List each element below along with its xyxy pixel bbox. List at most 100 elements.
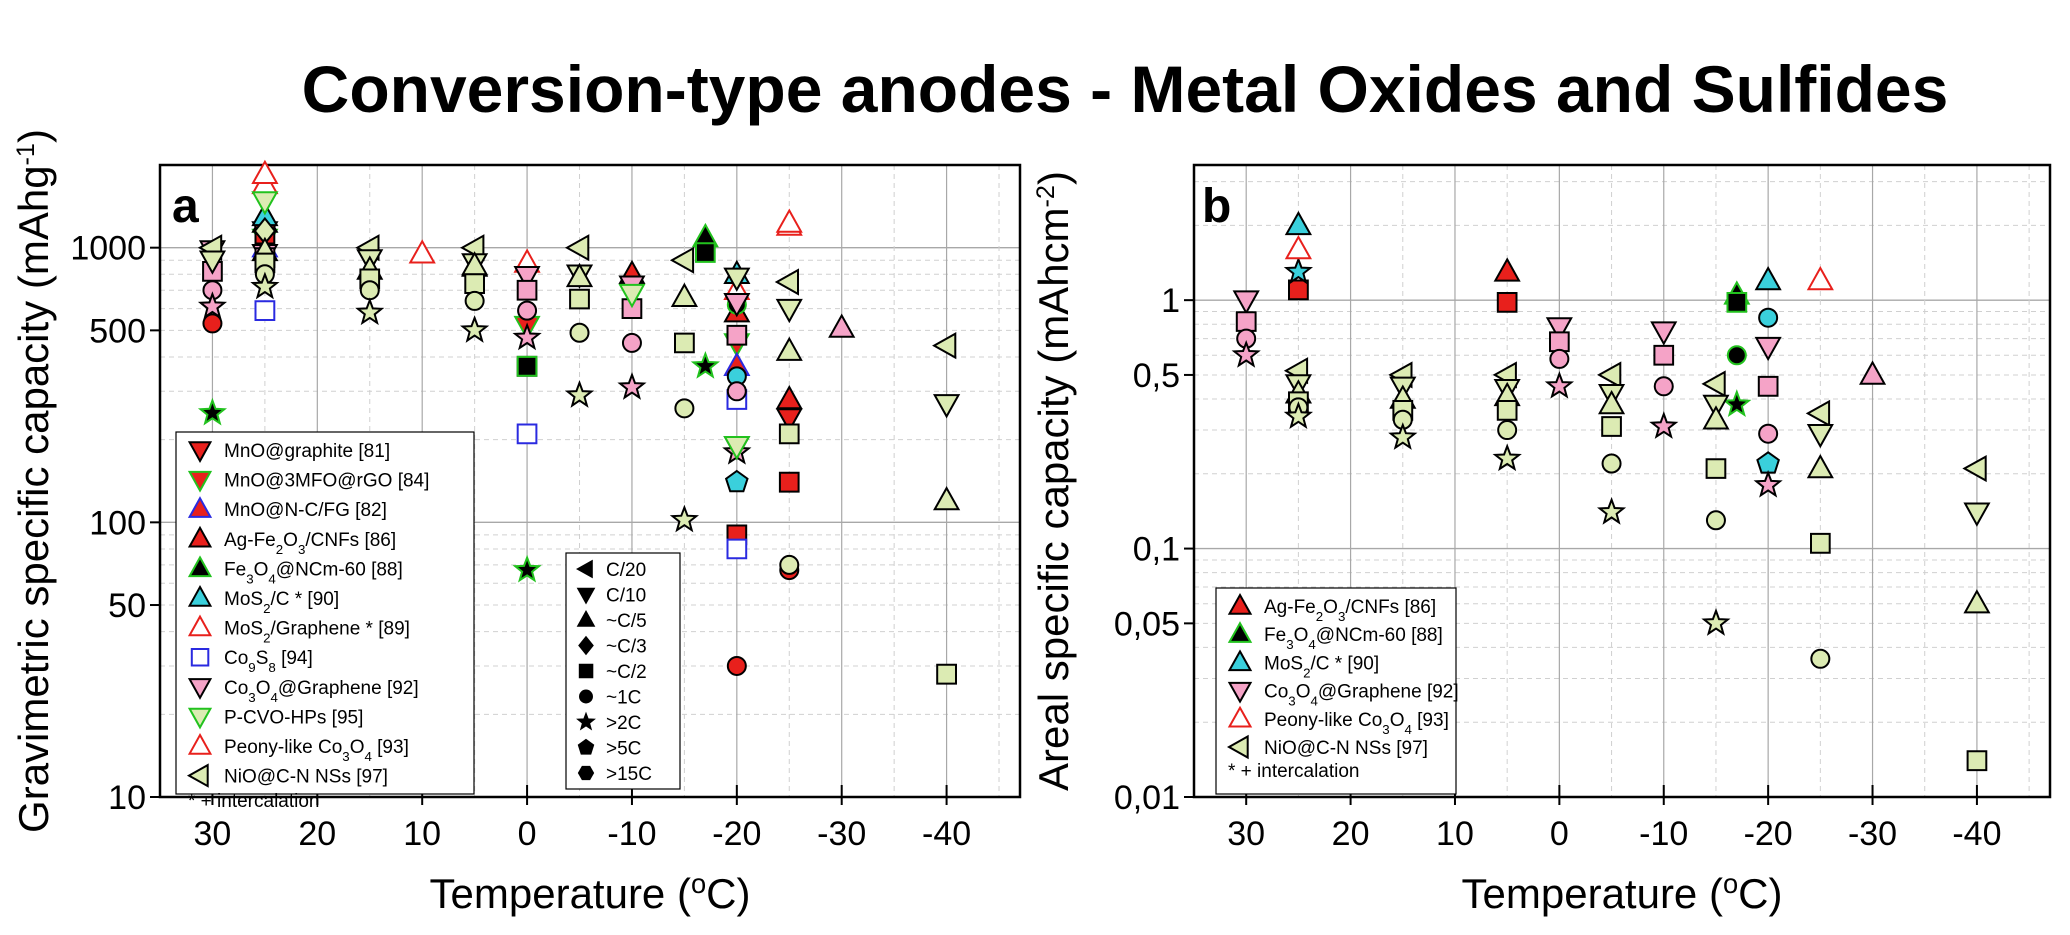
legend-label: Fe3O4@NCm-60 [88] — [224, 559, 403, 586]
data-point — [936, 663, 957, 685]
data-point — [1549, 348, 1570, 369]
data-point — [1722, 389, 1752, 418]
panel-b: 30 20 10 0 -10 -20 -30 -40 0,01 0,05 0,1 0,5 1 Temper… — [1030, 163, 2052, 918]
x-tick-label: -20 — [712, 815, 761, 853]
data-point — [726, 381, 747, 402]
data-point — [1758, 423, 1779, 444]
data-point — [1284, 234, 1313, 260]
data-point — [1805, 399, 1831, 428]
legend-marker — [187, 584, 213, 607]
data-point — [932, 486, 961, 511]
legend-label: NiO@C-N NSs [97] — [224, 767, 388, 788]
data-point — [464, 273, 485, 294]
data-points — [1231, 210, 1991, 772]
rate-legend-marker — [576, 609, 596, 627]
data-point — [723, 267, 751, 292]
data-point — [1705, 458, 1727, 479]
x-tick-label: -40 — [1952, 815, 2001, 853]
series — [1283, 210, 1782, 474]
data-point — [569, 322, 590, 343]
y-tick-label: 100 — [89, 504, 146, 542]
series — [251, 191, 751, 461]
legend-marker — [1226, 734, 1249, 760]
legend-label: MnO@N-C/FG [82] — [224, 500, 387, 521]
legend-marker — [187, 496, 213, 518]
data-point — [1497, 420, 1518, 441]
legend-marker — [187, 470, 213, 493]
legend-note: * + intercalation — [1228, 761, 1360, 782]
x-axis-label: Temperature (oC) — [1462, 868, 1783, 918]
data-point — [1493, 257, 1521, 282]
data-point — [1702, 405, 1730, 430]
y-tick-label: 10 — [108, 779, 146, 817]
data-point — [775, 208, 803, 233]
data-point — [1758, 307, 1779, 328]
legend-marker — [1227, 592, 1253, 615]
legend-marker — [1227, 621, 1253, 643]
legend-marker — [1227, 705, 1253, 728]
series — [251, 159, 803, 233]
data-point — [1705, 510, 1726, 531]
data-point — [202, 313, 223, 334]
data-points — [197, 159, 961, 685]
data-point — [1232, 290, 1260, 315]
data-point — [669, 504, 700, 533]
data-point — [932, 331, 957, 360]
x-tick-label: 0 — [1550, 815, 1569, 853]
data-point — [828, 313, 856, 338]
rate-legend-marker — [578, 663, 594, 679]
data-point — [1496, 400, 1518, 421]
y-axis-label: Gravimetric specific capacity (mAhg-1) — [10, 129, 57, 833]
data-point — [1754, 336, 1782, 362]
legend-label: Co9S8 [94] — [224, 648, 313, 675]
data-point — [197, 397, 228, 426]
data-point — [1963, 502, 1991, 527]
rate-legend-marker — [576, 587, 596, 605]
data-point — [1806, 424, 1834, 449]
data-point — [512, 554, 542, 583]
data-point — [1806, 265, 1834, 291]
legend-note: * + intercalation — [188, 791, 320, 812]
rate-legend-label: >5C — [606, 739, 641, 760]
y-tick-label: 500 — [89, 312, 146, 350]
data-point — [459, 315, 490, 343]
rate-legend-label: ~C/2 — [606, 662, 647, 683]
data-point — [517, 300, 538, 321]
data-point — [670, 282, 699, 307]
data-point — [1545, 317, 1573, 342]
legend-marker — [187, 555, 213, 578]
legend-marker — [187, 707, 213, 730]
rate-legend-label: C/20 — [606, 560, 646, 581]
data-point — [695, 242, 716, 263]
series — [1722, 280, 1752, 418]
data-point — [1963, 589, 1991, 614]
plot-frame — [1192, 163, 2052, 799]
legend-label: MnO@graphite [81] — [224, 441, 390, 462]
data-point — [1231, 339, 1261, 368]
data-point — [1596, 496, 1627, 525]
series — [1284, 234, 1834, 291]
legend-label: Fe3O4@NCm-60 [88] — [1264, 625, 1443, 652]
series — [1231, 290, 1887, 498]
rate-legend-marker — [577, 765, 595, 781]
legend-label: NiO@C-N NSs [97] — [1264, 738, 1428, 759]
y-tick-label: 1000 — [70, 230, 146, 268]
data-point — [1388, 422, 1418, 450]
data-point — [1283, 401, 1314, 430]
data-point — [1859, 360, 1887, 385]
legend-label: Ag-Fe2O3/CNFs [86] — [1264, 597, 1436, 624]
legend-marker — [187, 614, 213, 637]
data-point — [1726, 345, 1747, 366]
data-point — [618, 283, 646, 309]
data-point — [774, 268, 799, 296]
data-point — [251, 191, 279, 216]
data-point — [1756, 451, 1780, 474]
data-point — [726, 324, 748, 346]
data-point — [516, 423, 538, 445]
data-point — [669, 246, 695, 274]
data-point — [724, 469, 749, 493]
data-point — [198, 250, 227, 275]
data-point — [775, 298, 803, 324]
legend-marker — [187, 441, 213, 464]
data-point — [464, 290, 485, 311]
